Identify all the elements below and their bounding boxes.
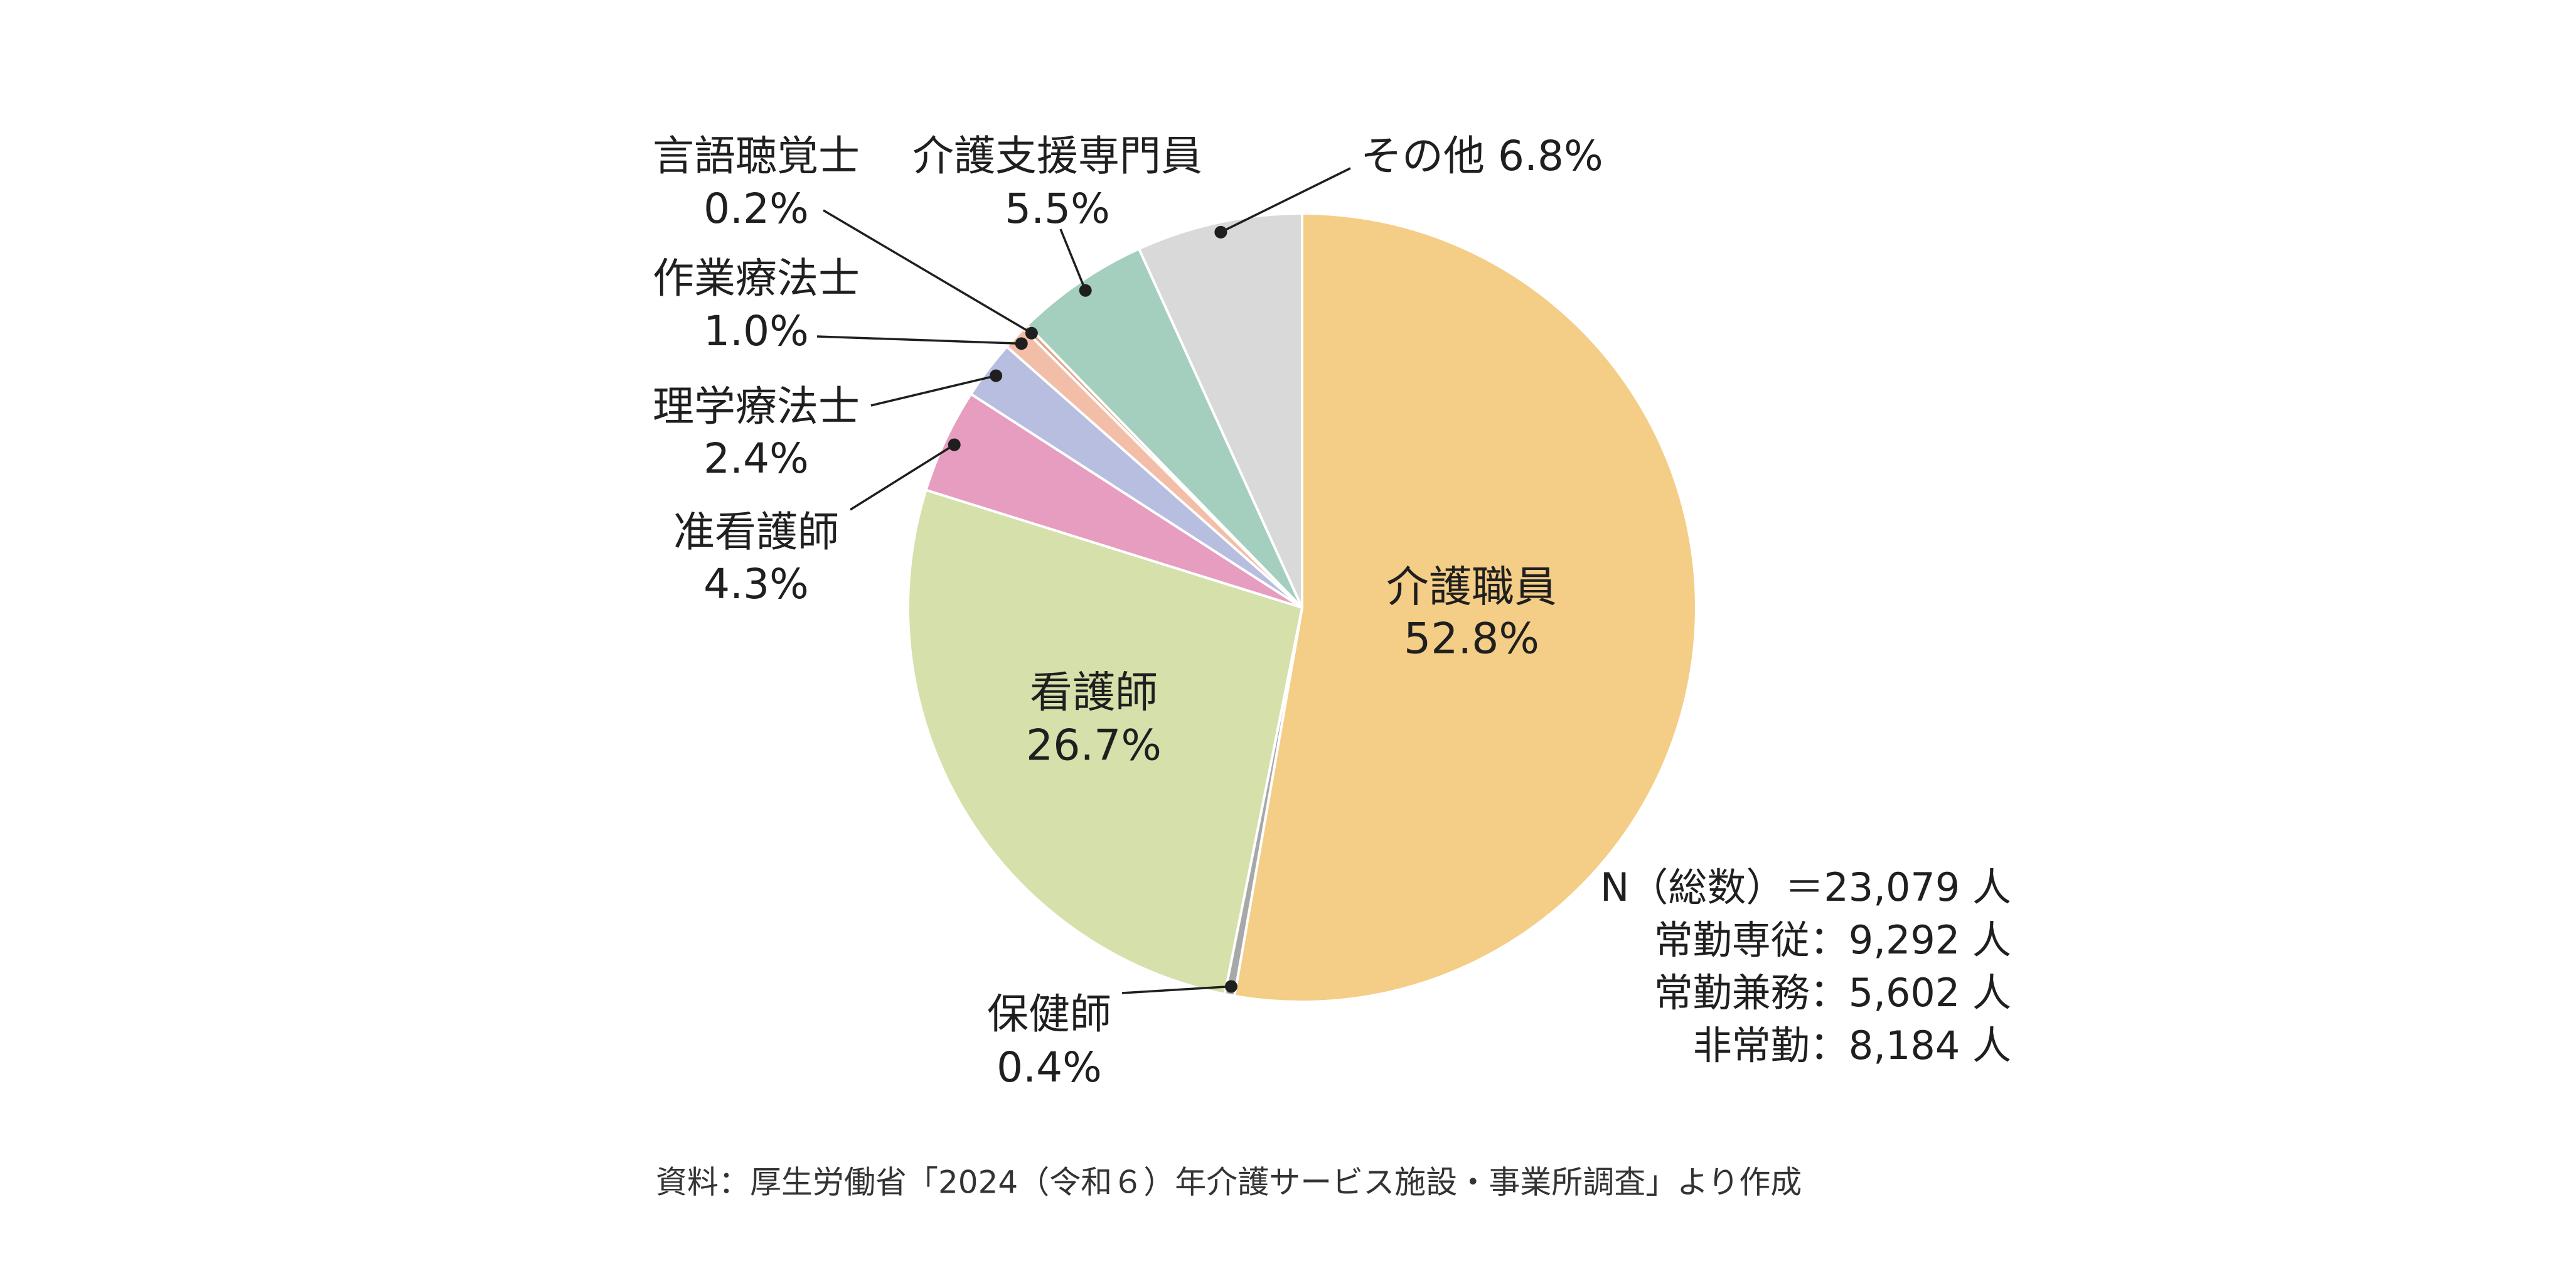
pie-slice: [924, 392, 1303, 609]
note-line: 常勤専従：9,292 人: [1654, 917, 2011, 963]
leader-line: [1059, 228, 1087, 291]
slice-value-label: 26.7%: [1026, 721, 1162, 771]
leader-line: [823, 209, 1032, 335]
slice-category-label: 准看護師: [673, 508, 839, 556]
slice-category-label: 言語聴覚士: [653, 132, 860, 180]
slice-value-label: 5.5%: [1005, 185, 1110, 233]
leader-dot: [1015, 337, 1028, 350]
slice-category-label: 作業療法士: [653, 254, 860, 303]
slice-category-label: 介護支援専門員: [912, 132, 1202, 180]
slice-value-label: 0.4%: [997, 1043, 1102, 1092]
pie-slice: [1233, 212, 1697, 1003]
slice-value-label: その他 6.8%: [1360, 132, 1603, 180]
leader-dot: [1214, 225, 1227, 239]
leader-dot: [1025, 326, 1038, 340]
slice-category-label: 保健師: [987, 990, 1111, 1038]
leader-lines: [816, 167, 1351, 994]
slice-category-label: 看護師: [1030, 669, 1158, 718]
pie-slices: [907, 212, 1697, 1003]
pie-slice: [907, 488, 1303, 996]
leader-line: [850, 444, 955, 511]
leader-dot: [948, 438, 961, 451]
pie-slice: [1138, 212, 1303, 609]
slice-category-label: 介護職員: [1386, 563, 1557, 613]
leader-dot: [1079, 284, 1092, 297]
leader-dot: [990, 369, 1003, 382]
slice-category-label: 理学療法士: [653, 382, 860, 431]
source-note: 資料：厚生労働省「2024（令和６）年介護サービス施設・事業所調査」より作成: [656, 1164, 1802, 1201]
note-line: 非常勤：8,184 人: [1693, 1023, 2011, 1068]
slice-value-label: 4.3%: [703, 560, 809, 608]
pie-slice: [1025, 247, 1303, 609]
leader-line: [1220, 167, 1351, 234]
note-line: 常勤兼務：5,602 人: [1654, 970, 2011, 1016]
note-line: N（総数）＝23,079 人: [1600, 864, 2011, 910]
slice-value-label: 0.2%: [703, 185, 809, 233]
leader-line: [870, 374, 997, 407]
leader-line: [1121, 985, 1232, 994]
slice-value-label: 2.4%: [703, 434, 809, 483]
slice-value-label: 52.8%: [1404, 615, 1539, 664]
leader-line: [816, 335, 1022, 345]
leader-dot: [1224, 980, 1237, 993]
slice-value-label: 1.0%: [703, 307, 809, 355]
